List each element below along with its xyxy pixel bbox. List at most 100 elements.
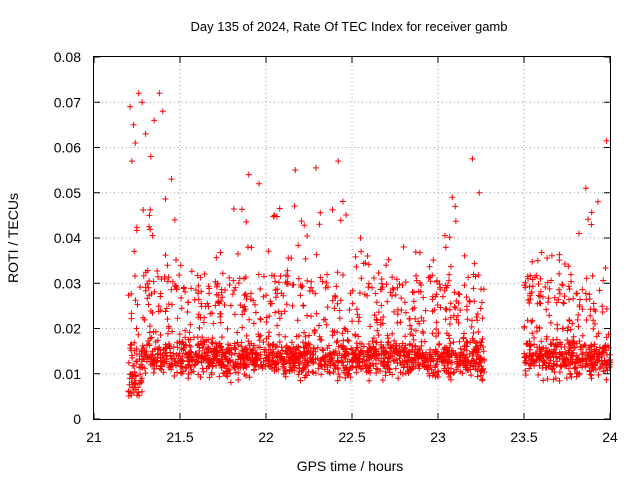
data-point (165, 301, 172, 308)
data-point (333, 283, 340, 290)
data-point (542, 345, 549, 352)
data-point (373, 299, 380, 306)
data-point (128, 347, 135, 354)
data-point (139, 99, 146, 106)
data-point (425, 274, 432, 281)
data-point (416, 249, 423, 256)
data-point (582, 363, 589, 370)
data-point (182, 334, 189, 341)
data-point (386, 366, 393, 373)
data-point (145, 338, 152, 345)
data-point (246, 374, 253, 381)
data-point (317, 209, 324, 216)
data-point (563, 362, 570, 369)
data-point (396, 355, 403, 362)
data-point (466, 297, 473, 304)
data-point (265, 248, 272, 255)
data-point (234, 250, 241, 257)
data-point (379, 377, 386, 384)
data-point (589, 365, 596, 372)
x-tick-label: 22 (258, 429, 274, 445)
data-point (298, 368, 305, 375)
data-point (134, 358, 141, 365)
data-point (316, 322, 323, 329)
data-point (138, 377, 145, 384)
data-point (469, 357, 476, 364)
data-point (153, 358, 160, 365)
data-point (334, 338, 341, 345)
data-point (586, 291, 593, 298)
data-point (556, 377, 563, 384)
data-point (373, 351, 380, 358)
data-point (455, 300, 462, 307)
data-point (334, 269, 341, 276)
y-tick-label: 0.01 (54, 366, 81, 382)
data-point (149, 232, 156, 239)
data-point (231, 344, 238, 351)
data-point (239, 324, 246, 331)
data-point (384, 298, 391, 305)
data-point (323, 279, 330, 286)
data-point (540, 377, 547, 384)
data-point (561, 293, 568, 300)
data-point (335, 343, 342, 350)
data-point (474, 373, 481, 380)
data-point (416, 365, 423, 372)
data-point (446, 374, 453, 381)
data-point (565, 365, 572, 372)
data-point (430, 357, 437, 364)
data-point (177, 363, 184, 370)
data-point (418, 281, 425, 288)
data-point (168, 286, 175, 293)
data-point (176, 331, 183, 338)
data-point (135, 90, 142, 97)
data-point (447, 300, 454, 307)
data-point (365, 280, 372, 287)
data-point (142, 370, 149, 377)
data-point (309, 288, 316, 295)
data-point (292, 345, 299, 352)
data-point (467, 362, 474, 369)
data-point (385, 335, 392, 342)
data-point (545, 299, 552, 306)
x-tick-label: 21.5 (166, 429, 193, 445)
data-point (231, 287, 238, 294)
data-point (525, 296, 532, 303)
data-point (441, 287, 448, 294)
data-point (559, 325, 566, 332)
data-point (406, 351, 413, 358)
y-tick-label: 0.05 (54, 185, 81, 201)
data-point (265, 333, 272, 340)
data-point (265, 341, 272, 348)
data-point (599, 308, 606, 315)
data-point (280, 360, 287, 367)
data-point (528, 342, 535, 349)
data-point (324, 271, 331, 278)
data-point (125, 388, 132, 395)
data-point (475, 272, 482, 279)
data-point (150, 369, 157, 376)
data-point (477, 356, 484, 363)
data-point (192, 361, 199, 368)
data-point (188, 369, 195, 376)
data-point (140, 355, 147, 362)
data-point (583, 317, 590, 324)
data-point (129, 371, 136, 378)
data-point (340, 337, 347, 344)
data-point (567, 326, 574, 333)
data-point (460, 334, 467, 341)
data-point (476, 363, 483, 370)
data-point (582, 185, 589, 192)
data-point (227, 302, 234, 309)
data-point (528, 289, 535, 296)
data-point (215, 298, 222, 305)
data-point (343, 211, 350, 218)
data-point (387, 344, 394, 351)
data-point (356, 362, 363, 369)
data-point (173, 284, 180, 291)
data-point (289, 302, 296, 309)
data-point (393, 356, 400, 363)
data-point (533, 344, 540, 351)
data-point (418, 354, 425, 361)
data-point (252, 309, 259, 316)
